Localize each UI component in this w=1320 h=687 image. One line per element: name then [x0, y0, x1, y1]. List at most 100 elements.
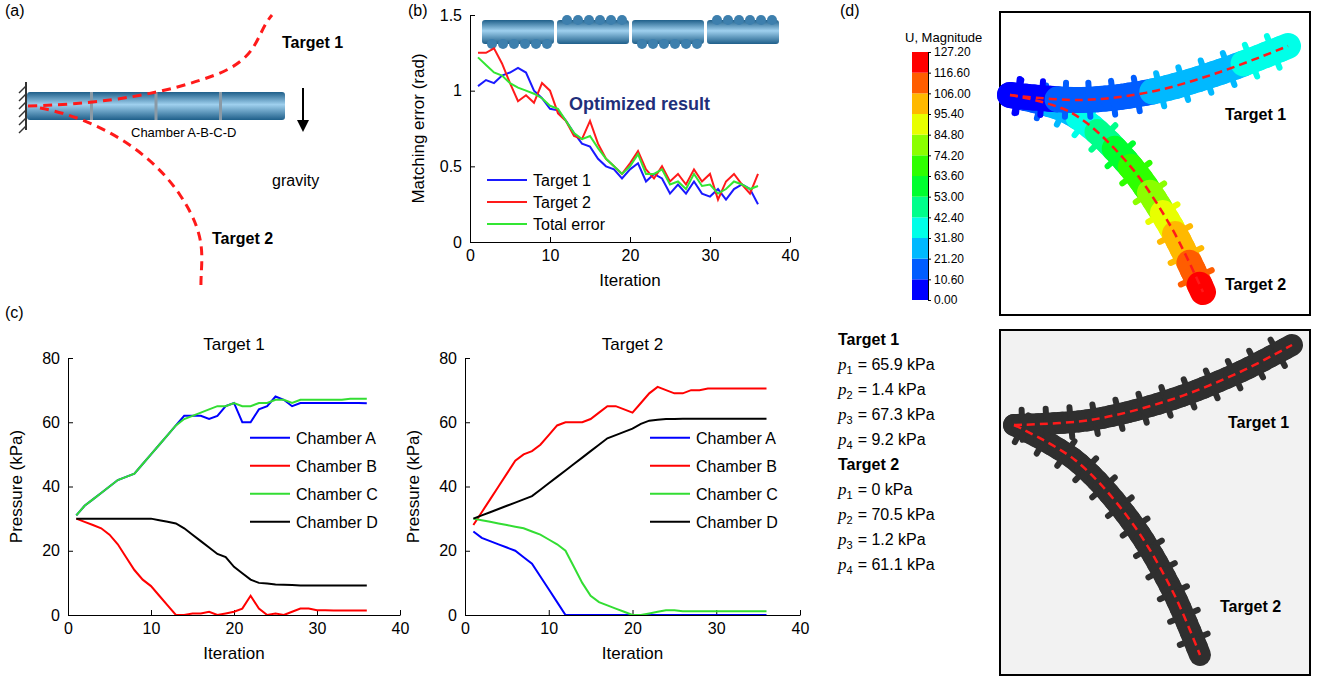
pressure-text: = 61.1 kPa	[858, 556, 935, 573]
legend-swatch	[650, 437, 690, 439]
colorbar-band	[912, 259, 928, 280]
simulated-body	[1010, 80, 1212, 292]
y-tick-mark	[68, 615, 73, 616]
colorbar-tick-mark	[928, 73, 931, 74]
y-tick-mark	[470, 91, 475, 92]
y-tick-mark	[465, 358, 470, 359]
target-label: Target 2	[1225, 276, 1286, 293]
y-tick-label: 40	[439, 478, 457, 495]
y-tick: 40	[42, 478, 73, 495]
target-curve	[1014, 345, 1292, 425]
y-axis-title: Matching error (rad)	[409, 53, 428, 203]
colorbar-band	[912, 279, 928, 300]
y-tick: 80	[42, 350, 73, 367]
colorbar-axis: 0.0010.6021.2031.8042.4053.0063.6074.208…	[928, 45, 971, 307]
inset-bellow	[509, 39, 519, 49]
legend-label: Chamber C	[296, 486, 378, 503]
x-tick-mark	[151, 610, 152, 615]
y-tick: 0.5	[440, 158, 475, 175]
x-tick: 20	[622, 237, 640, 264]
y-tick-label: 40	[42, 478, 60, 495]
y-axis: 020406080	[439, 350, 470, 624]
x-tick-label: 40	[392, 620, 410, 637]
x-tick-label: 40	[782, 247, 800, 264]
legend-swatch	[250, 493, 290, 495]
colorbar-band	[912, 197, 928, 218]
inset-bellow	[767, 15, 777, 25]
colorbar-title: U, Magnitude	[905, 30, 982, 45]
colorbar-tick-label: 21.20	[934, 252, 964, 266]
pressure-subscript: 4	[847, 439, 853, 451]
x-tick-mark	[800, 610, 801, 615]
x-tick-label: 0	[466, 247, 475, 264]
colorbar-tick-label: 0.00	[934, 293, 958, 307]
y-tick-mark	[68, 422, 73, 423]
y-tick: 1	[453, 82, 475, 99]
colorbar-tick: 63.60	[928, 169, 964, 183]
chart-title: Target 1	[203, 335, 264, 354]
pressure-text: = 65.9 kPa	[858, 356, 935, 373]
x-tick: 30	[702, 237, 720, 264]
pressure-value: p4= 9.2 kPa	[837, 430, 926, 451]
colorbar-tick-mark	[928, 279, 931, 280]
y-tick-mark	[465, 422, 470, 423]
y-tick-label: 0	[448, 607, 457, 624]
colorbar-tick-label: 53.00	[934, 190, 964, 204]
target-label: Target 2	[212, 230, 273, 247]
series-line	[478, 48, 758, 199]
x-axis-title: Iteration	[599, 271, 660, 290]
colorbar-band	[912, 135, 928, 156]
series-line	[473, 531, 766, 615]
y-axis: 020406080	[42, 350, 73, 624]
colorbar-tick-mark	[928, 300, 931, 301]
x-tick: 10	[540, 610, 558, 637]
pressure-symbol: p	[837, 505, 847, 524]
series-line	[473, 387, 766, 525]
wall-hatch	[19, 110, 26, 117]
chart-title: Target 2	[602, 335, 663, 354]
target-label: Target 1	[1225, 106, 1286, 123]
colorbar-tick: 31.80	[928, 231, 964, 245]
pressure-symbol: p	[837, 555, 847, 574]
x-tick-label: 0	[461, 620, 470, 637]
inset-bellow	[542, 39, 552, 49]
pressure-heading: Target 2	[838, 456, 899, 473]
wall	[25, 82, 27, 130]
y-tick: 60	[439, 414, 470, 431]
colorbar-tick-label: 84.80	[934, 128, 964, 142]
x-tick-mark	[790, 237, 791, 242]
colorbar-tick-label: 127.20	[934, 45, 971, 59]
legend-label: Chamber B	[296, 458, 377, 475]
pressure-text: = 0 kPa	[858, 481, 913, 498]
colorbar-band	[912, 73, 928, 94]
colorbar-tick: 95.40	[928, 107, 964, 121]
x-tick: 30	[309, 610, 327, 637]
pressure-subscript: 3	[847, 539, 853, 551]
x-tick: 40	[782, 237, 800, 264]
y-tick-label: 20	[439, 542, 457, 559]
line-chart: 010203040020406080Chamber AChamber BCham…	[7, 335, 410, 663]
pressure-value: p3= 1.2 kPa	[837, 530, 926, 551]
x-tick-mark	[549, 610, 550, 615]
colorbar-tick-mark	[928, 114, 931, 115]
colorbar-band	[912, 155, 928, 176]
colorbar-band	[912, 52, 928, 73]
photo-body	[1014, 340, 1292, 440]
inset-bellow	[681, 39, 691, 49]
x-tick: 10	[143, 610, 161, 637]
target-label: Target 1	[1228, 414, 1289, 431]
legend-swatch	[250, 465, 290, 467]
colorbar-tick: 116.60	[928, 66, 970, 80]
x-axis-line	[471, 242, 791, 243]
inset-bellow	[595, 15, 605, 25]
y-axis-title: Pressure (kPa)	[7, 430, 26, 543]
legend-swatch	[650, 465, 690, 467]
y-axis-title: Pressure (kPa)	[404, 430, 423, 543]
series-line	[76, 519, 367, 615]
pressure-text: = 70.5 kPa	[858, 506, 935, 523]
y-tick-label: 0.5	[440, 158, 462, 175]
wall-hatch	[19, 86, 26, 93]
chamber-divider	[155, 92, 158, 120]
y-axis-line	[470, 16, 471, 243]
inset-bellow	[487, 39, 497, 49]
